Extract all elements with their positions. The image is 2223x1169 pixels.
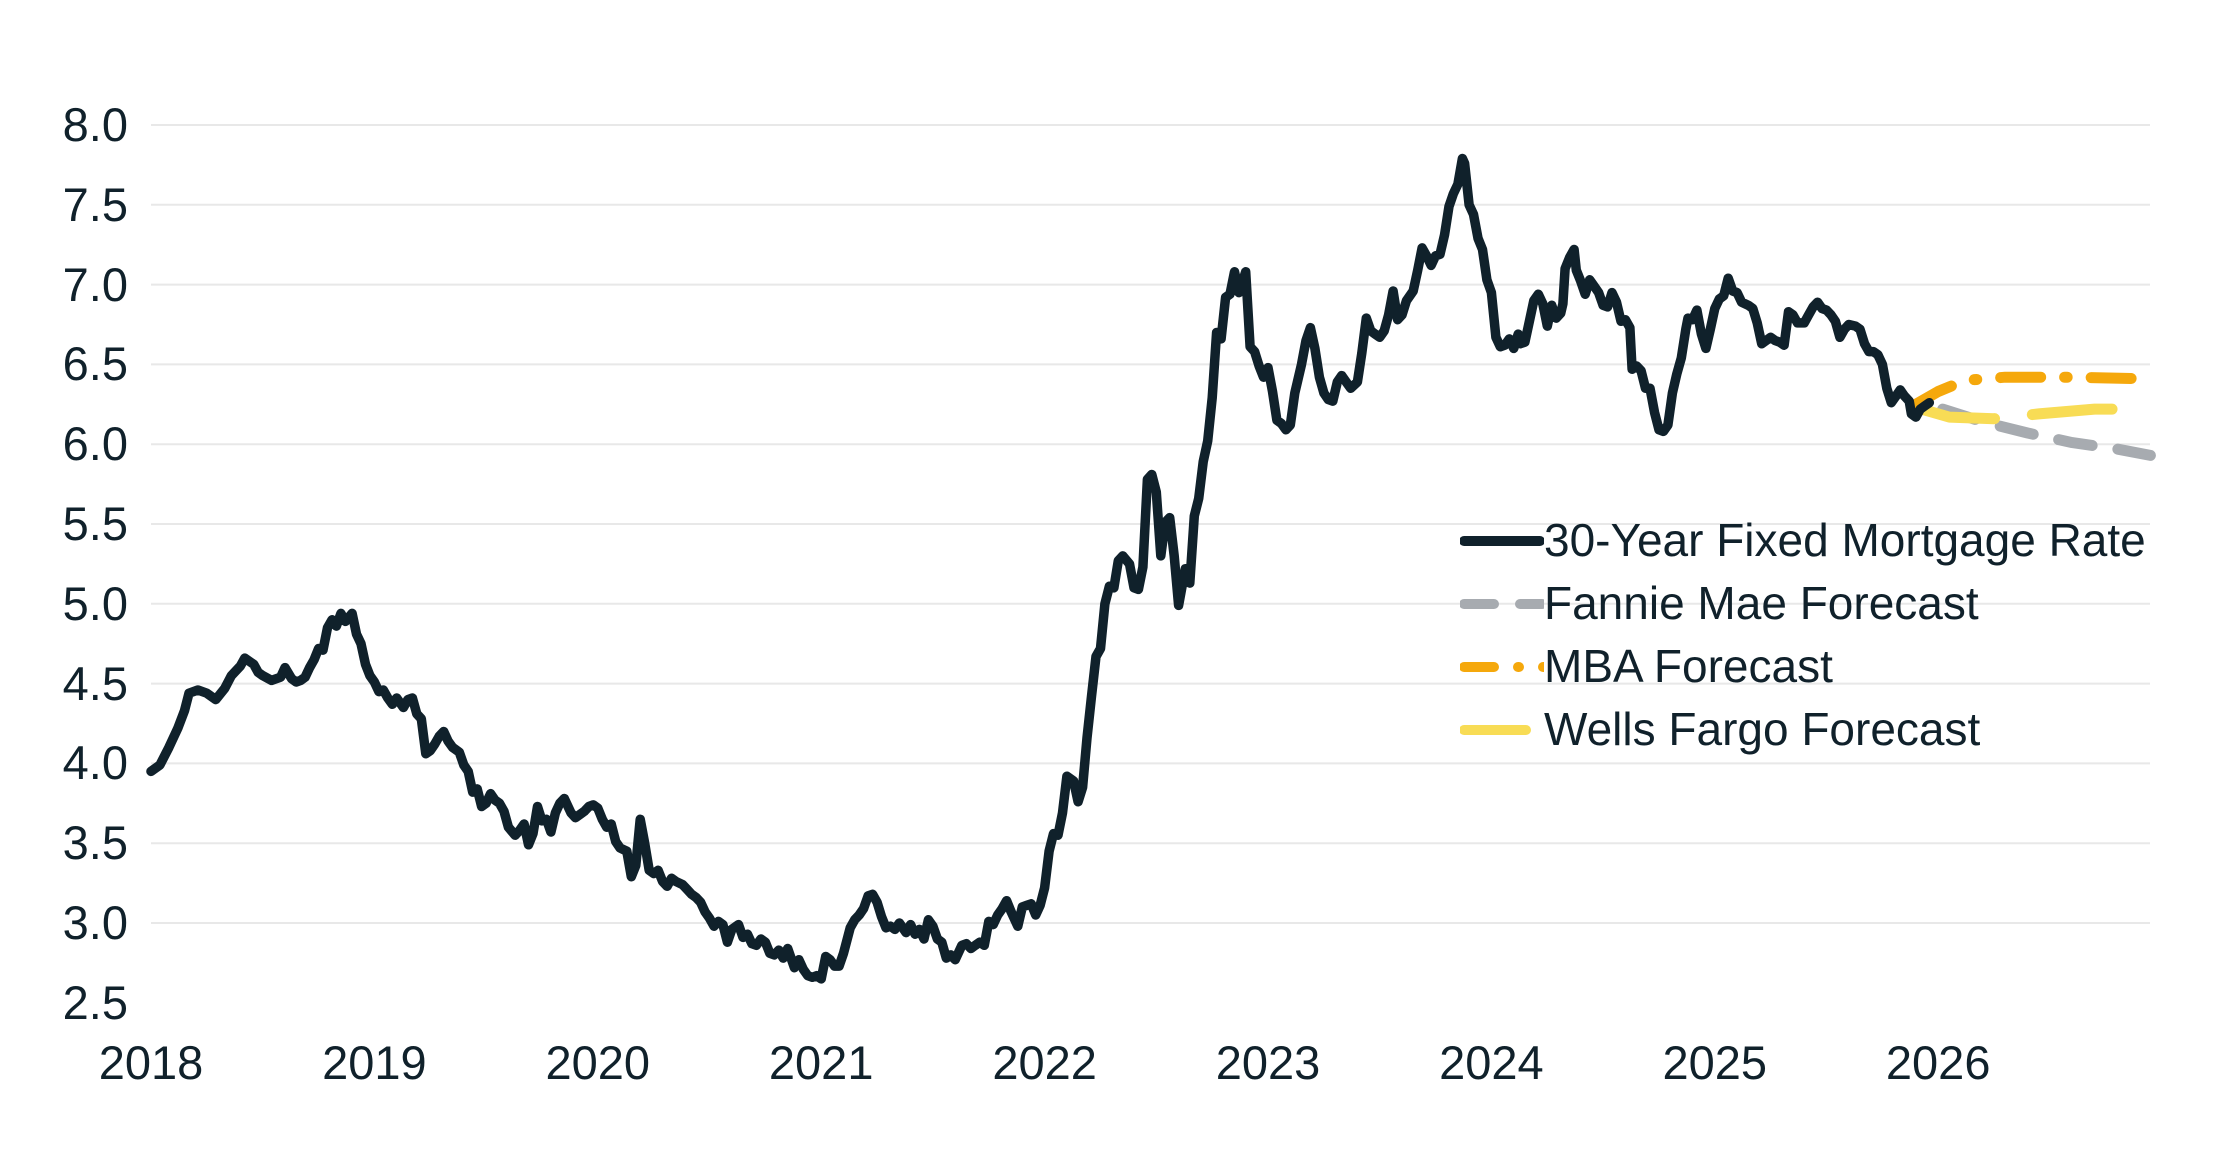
x-tick-label: 2021 [768, 1036, 874, 1089]
legend-label: 30-Year Fixed Mortgage Rate [1544, 514, 2146, 566]
series-line-30-year-fixed-mortgage-rate [146, 153, 1935, 984]
y-tick-label: 7.5 [62, 177, 128, 231]
x-tick-label: 2024 [1439, 1036, 1544, 1089]
y-tick-label: 5.5 [62, 497, 128, 550]
legend-item-wells-fargo-forecast: Wells Fargo Forecast [1460, 698, 2146, 761]
y-tick-label: 5.0 [62, 576, 128, 630]
x-tick-label: 2020 [545, 1036, 651, 1089]
y-tick-label: 6.5 [62, 337, 128, 391]
legend-item-fannie-mae-forecast: Fannie Mae Forecast [1460, 572, 2146, 635]
legend-label: MBA Forecast [1544, 640, 1833, 692]
long-dash-line-swatch-icon [1460, 724, 1544, 735]
x-tick-label: 2025 [1662, 1036, 1768, 1089]
legend-label: Wells Fargo Forecast [1544, 703, 1981, 755]
series-line-wells-fargo-forecast [1910, 402, 2152, 425]
x-tick-label: 2019 [322, 1036, 427, 1089]
y-tick-label: 3.0 [62, 896, 128, 949]
y-tick-label: 4.0 [62, 736, 128, 790]
y-tick-label: 8.0 [62, 98, 128, 151]
solid-line-swatch-icon [1460, 535, 1544, 546]
dashed-line-swatch-icon [1460, 598, 1544, 609]
dash-dot-line-swatch-icon [1460, 661, 1544, 672]
x-tick-label: 2023 [1215, 1036, 1321, 1089]
x-tick-label: 2018 [98, 1036, 204, 1089]
legend-item-30-year-fixed-mortgage-rate: 30-Year Fixed Mortgage Rate [1460, 509, 2146, 572]
y-tick-label: 2.5 [62, 975, 128, 1029]
x-tick-label: 2022 [992, 1036, 1097, 1089]
y-tick-label: 4.5 [62, 656, 128, 710]
legend-item-mba-forecast: MBA Forecast [1460, 635, 2146, 698]
series-line-mba-forecast [1910, 371, 2152, 410]
y-tick-label: 7.0 [62, 257, 128, 311]
legend-label: Fannie Mae Forecast [1544, 577, 1979, 629]
legend: 30-Year Fixed Mortgage Rate Fannie Mae F… [1460, 509, 2146, 761]
y-tick-label: 6.0 [62, 417, 128, 471]
x-tick-label: 2026 [1885, 1036, 1991, 1089]
y-tick-label: 3.5 [62, 816, 128, 870]
